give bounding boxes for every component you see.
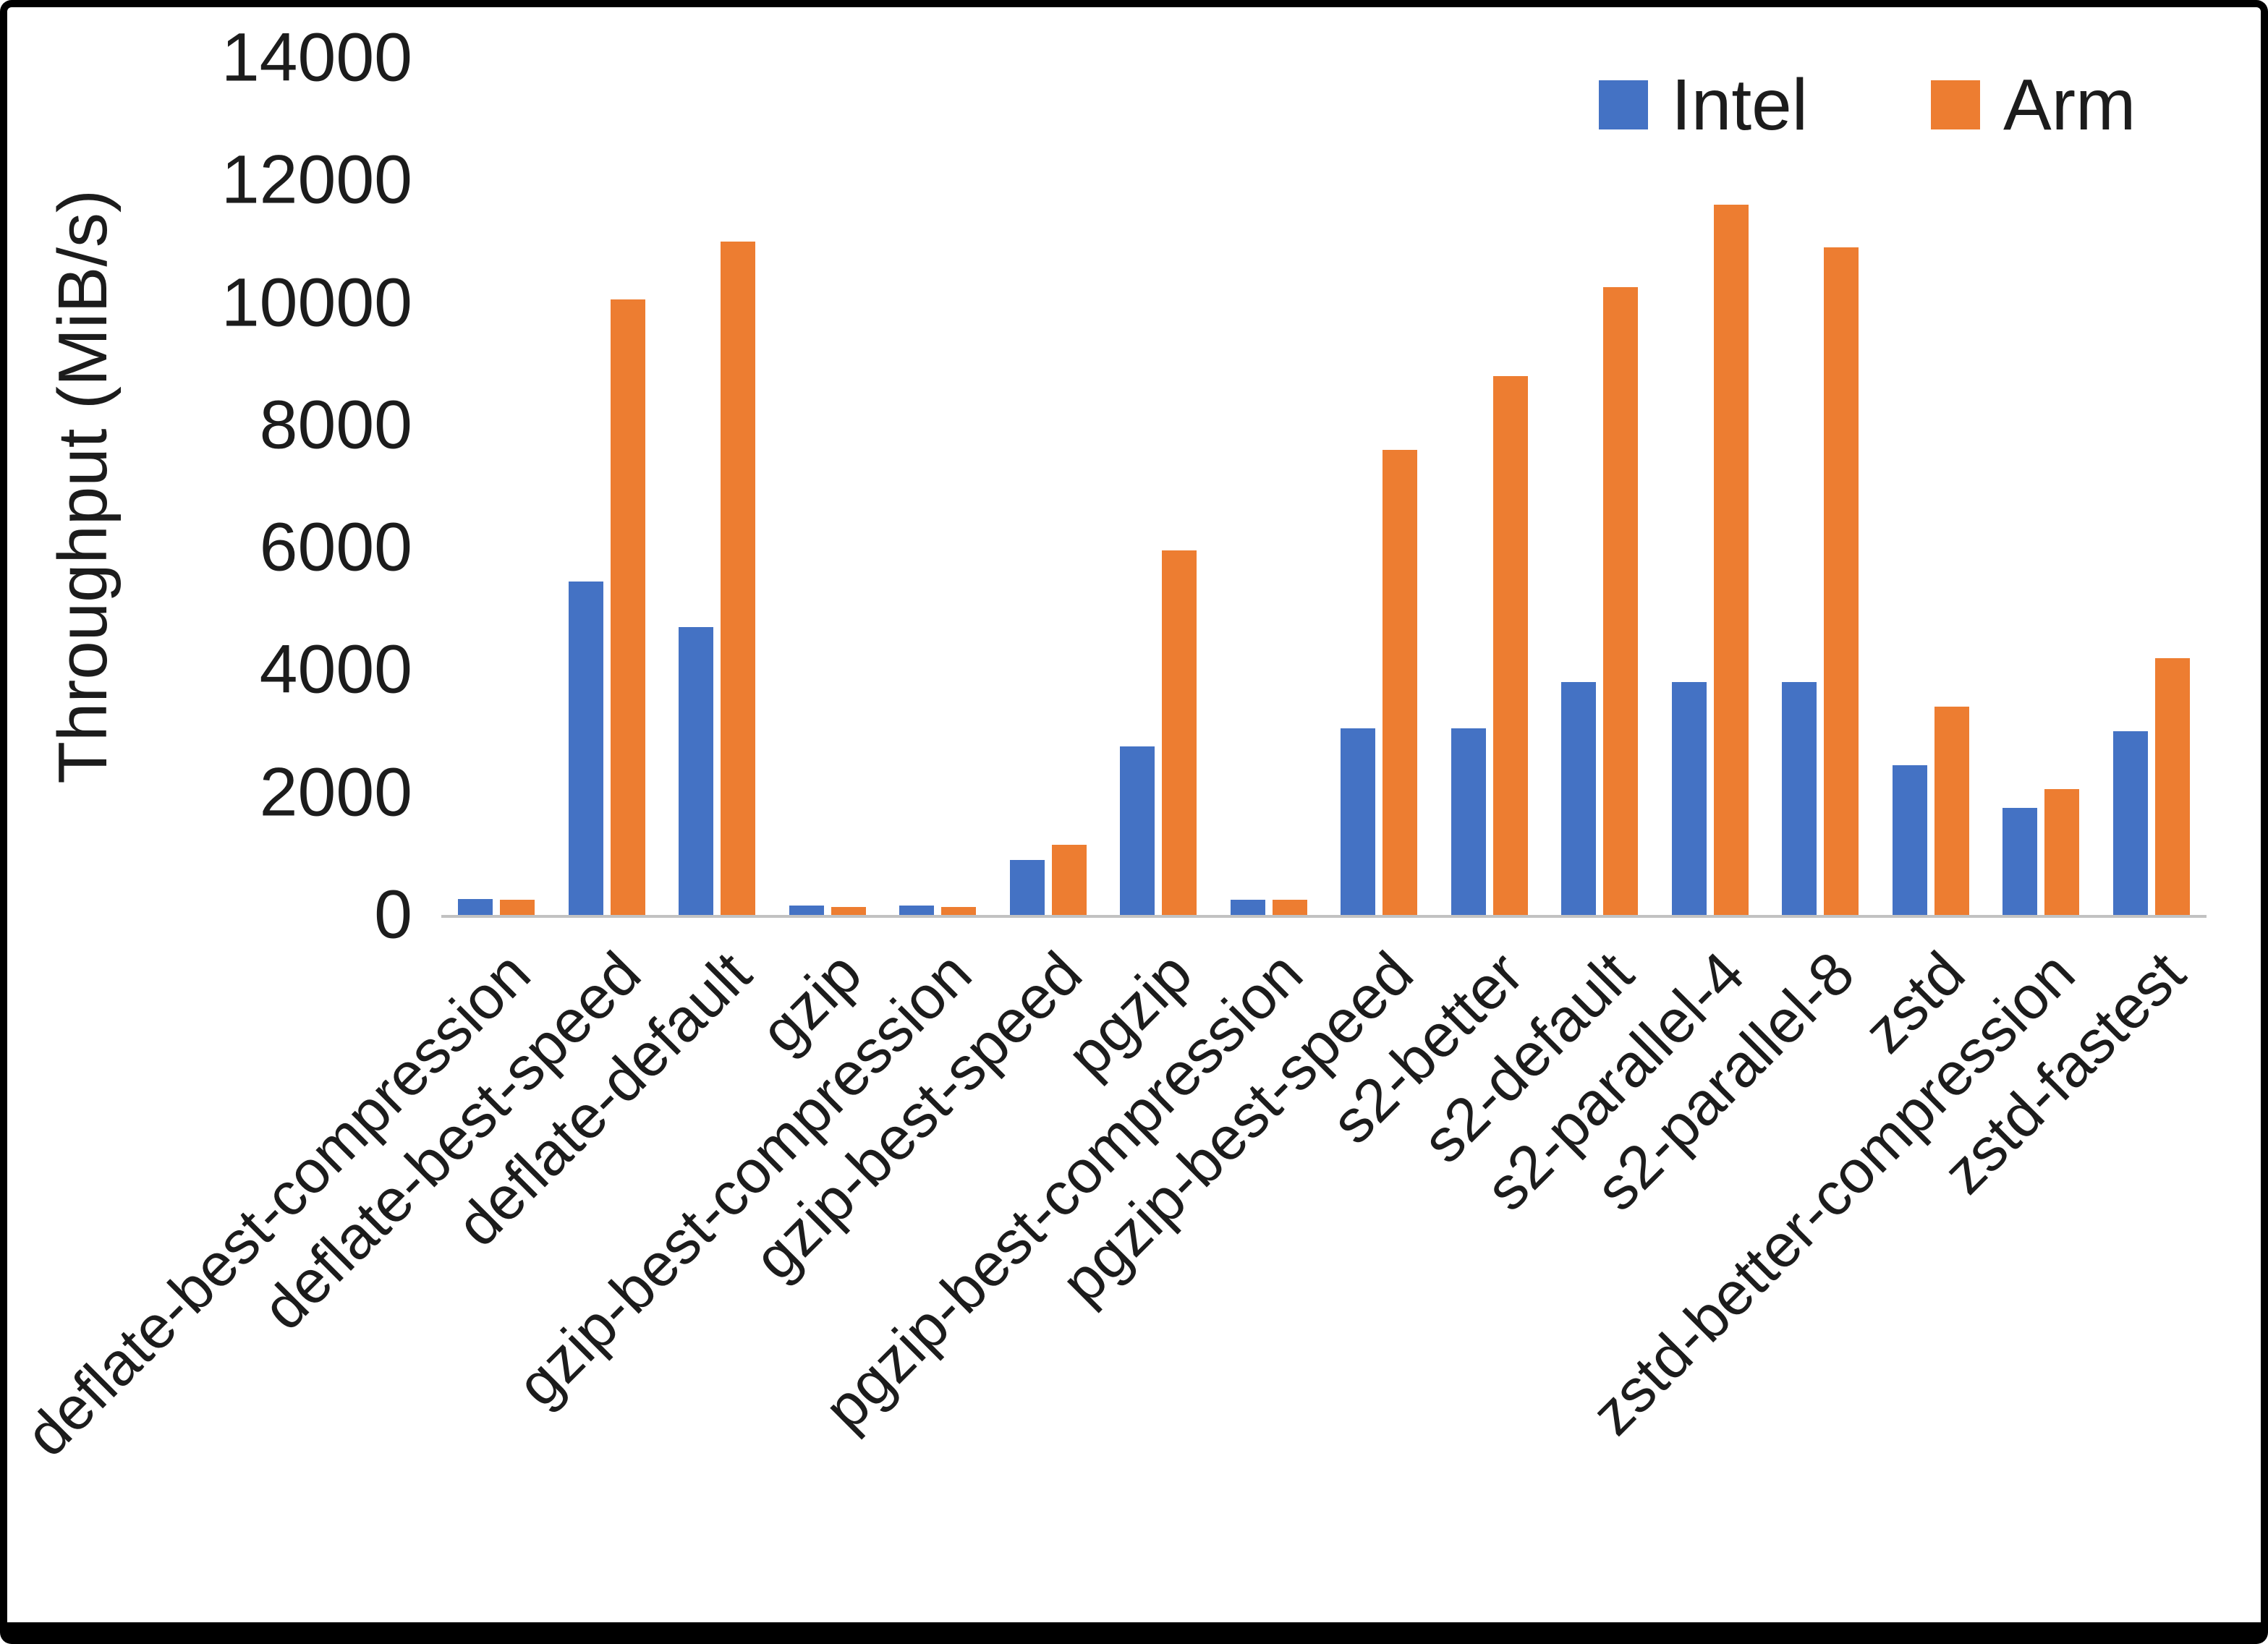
bar-intel-s2-parallel-8 (1782, 682, 1817, 915)
bar-arm-zstd-fastest (2154, 657, 2190, 915)
bar-intel-deflate-best-compression (458, 899, 493, 915)
bar-intel-deflate-best-speed (568, 581, 603, 915)
bar-arm-gzip-best-compression (941, 907, 977, 915)
bar-intel-zstd-better-compression (2002, 807, 2038, 915)
y-axis-tick-label: 4000 (259, 631, 412, 708)
bar-arm-s2-better (1492, 376, 1528, 915)
bar-intel-pgzip-best-speed (1341, 728, 1376, 915)
y-axis-title-box: Throughput (MiB/s) (33, 58, 134, 915)
bar-intel-s2-better (1451, 728, 1486, 915)
bar-arm-pgzip (1162, 550, 1197, 915)
bar-intel-gzip (789, 906, 824, 915)
bar-arm-deflate-best-compression (500, 899, 535, 915)
bar-intel-pgzip (1120, 746, 1155, 915)
bar-arm-deflate-default (721, 241, 756, 915)
chart-legend: Intel Arm (1599, 69, 2136, 141)
legend-item-arm: Arm (1931, 69, 2136, 141)
legend-swatch-arm (1931, 80, 1981, 129)
bar-intel-pgzip-best-compression (1230, 899, 1265, 915)
bar-arm-zstd (1934, 707, 1969, 915)
bar-intel-s2-parallel-4 (1671, 682, 1707, 915)
chart-plot-region: Throughput (MiB/s) 0 2000 4000 6000 8000 1000… (7, 7, 2261, 1622)
bar-arm-s2-parallel-8 (1824, 247, 1859, 915)
plot-area (441, 58, 2207, 918)
bar-arm-s2-parallel-4 (1713, 205, 1749, 915)
bar-arm-s2-default (1603, 287, 1639, 915)
bar-intel-gzip-best-compression (899, 906, 935, 915)
bar-intel-zstd-fastest (2112, 731, 2148, 915)
bar-arm-zstd-better-compression (2044, 789, 2080, 915)
bar-intel-s2-default (1561, 682, 1597, 915)
bar-arm-gzip-best-speed (1051, 844, 1087, 915)
y-axis-tick-label: 8000 (259, 386, 412, 464)
y-axis-tick-label: 2000 (259, 754, 412, 831)
y-axis-tick-label: 12000 (221, 141, 412, 218)
legend-label-intel: Intel (1671, 64, 1809, 145)
bar-intel-zstd (1892, 764, 1927, 915)
bar-arm-gzip (831, 907, 866, 915)
y-axis-tick-label: 6000 (259, 508, 412, 586)
y-axis-tick-label: 0 (374, 876, 412, 953)
y-axis-tick-label: 14000 (221, 19, 412, 96)
bar-arm-pgzip-best-compression (1272, 899, 1307, 915)
y-axis-tick-label: 10000 (221, 264, 412, 341)
bar-intel-gzip-best-speed (1009, 859, 1045, 915)
y-axis-title: Throughput (MiB/s) (44, 189, 122, 784)
bar-arm-deflate-best-speed (610, 299, 645, 915)
legend-item-intel: Intel (1599, 69, 1808, 141)
legend-label-arm: Arm (2003, 64, 2136, 145)
bar-arm-pgzip-best-speed (1383, 449, 1418, 915)
bar-intel-deflate-default (679, 627, 714, 915)
legend-swatch-intel (1599, 80, 1648, 129)
